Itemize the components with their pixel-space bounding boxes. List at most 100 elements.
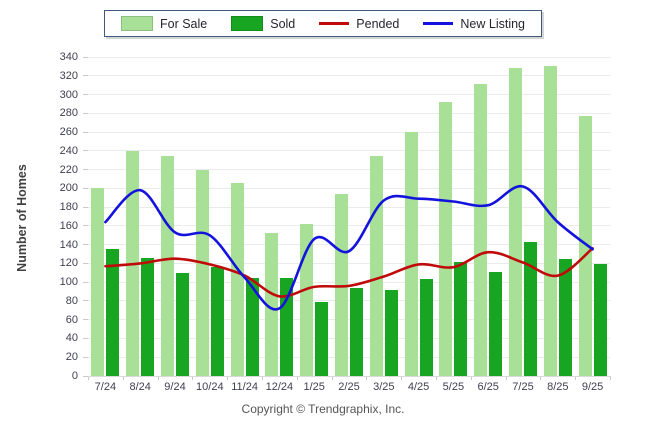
- x-axis-tick-label: 8/25: [547, 381, 569, 393]
- sold-bar-9-25: [593, 264, 607, 376]
- y-axis-tick-label: 80: [65, 294, 78, 307]
- sold-bar-7-25: [524, 241, 537, 376]
- pended-line: [104, 247, 594, 298]
- x-axis-tick: [157, 376, 159, 380]
- y-axis-tick: [83, 94, 88, 96]
- y-axis-tick-label: 260: [59, 126, 78, 139]
- y-axis-tick: [83, 131, 88, 133]
- x-axis-tick-label: 5/25: [442, 381, 465, 393]
- y-axis-tick-label: 60: [65, 313, 78, 326]
- x-axis-tick-label: 12/24: [265, 381, 294, 393]
- x-axis-tick: [505, 376, 507, 380]
- gridline: [88, 262, 610, 264]
- for-sale-bar-2-25: [335, 193, 348, 376]
- gridline: [88, 75, 610, 77]
- gridline: [88, 94, 610, 96]
- legend-item-pended: Pended: [319, 17, 399, 31]
- for-sale-bar-9-24: [161, 156, 174, 376]
- x-axis-tick: [610, 376, 611, 380]
- y-axis-tick-label: 40: [65, 332, 78, 345]
- y-axis-tick: [83, 281, 88, 283]
- y-axis-tick: [83, 300, 88, 302]
- x-axis-tick: [401, 376, 403, 380]
- sold-bar-7-24: [106, 249, 120, 376]
- y-axis-tick-label: 160: [59, 219, 78, 232]
- gridline: [88, 337, 610, 339]
- sold-bar-9-24: [176, 272, 189, 376]
- sold-bar-11-24: [245, 278, 259, 376]
- gridline: [88, 187, 610, 189]
- x-axis-tick-label: 2/25: [338, 381, 360, 393]
- x-axis-tick-label: 7/24: [94, 381, 117, 393]
- for-sale-bar-6-25: [474, 84, 488, 376]
- for-sale-bar-7-24: [91, 188, 105, 376]
- x-axis-tick-label: 9/24: [164, 381, 186, 393]
- x-axis-tick-label: 3/25: [373, 381, 395, 393]
- gridline: [88, 206, 610, 208]
- x-axis-tick: [331, 376, 333, 380]
- y-axis-tick-label: 300: [59, 88, 78, 101]
- gridline: [88, 169, 610, 171]
- y-axis-tick-label: 280: [59, 107, 78, 120]
- for-sale-bar-7-25: [509, 68, 522, 376]
- y-axis-tick: [83, 206, 88, 208]
- x-axis-tick: [192, 376, 194, 380]
- legend: For Sale Sold Pended New Listing: [103, 10, 543, 37]
- sold-bar-5-25: [454, 262, 468, 376]
- for-sale-bar-1-25: [300, 224, 314, 376]
- y-axis-tick-label: 140: [59, 238, 78, 251]
- legend-label-new-listing: New Listing: [460, 16, 526, 31]
- y-axis-tick: [83, 262, 88, 264]
- x-axis-tick-label: 1/25: [303, 381, 325, 393]
- gridline: [88, 112, 610, 114]
- x-axis-tick-label: 11/24: [231, 381, 258, 393]
- x-axis-tick: [296, 376, 298, 380]
- new-listing-line: [104, 185, 594, 311]
- x-axis-tick: [227, 376, 229, 380]
- legend-item-for-sale: For Sale: [120, 16, 208, 31]
- sold-bar-6-25: [489, 271, 503, 376]
- sold-bar-8-24: [141, 257, 155, 376]
- y-axis-tick: [83, 112, 88, 114]
- for-sale-bar-10-24: [195, 169, 209, 376]
- y-axis-tick: [83, 337, 88, 339]
- x-axis-tick-label: 10/24: [196, 381, 224, 393]
- gridline: [88, 319, 610, 321]
- new-listing-line-swatch: [423, 22, 454, 25]
- for-sale-bar-12-24: [265, 233, 279, 376]
- gridline: [88, 131, 610, 133]
- y-axis-tick-label: 220: [59, 163, 78, 176]
- x-axis-tick-label: 4/25: [407, 381, 430, 393]
- y-axis-tick: [83, 75, 88, 77]
- footer-copyright: Copyright © Trendgraphix, Inc.: [241, 402, 405, 416]
- gridline: [88, 281, 610, 283]
- legend-label-sold: Sold: [270, 16, 296, 31]
- x-axis-tick: [366, 376, 368, 380]
- gridline: [88, 300, 610, 302]
- y-axis-tick-label: 180: [59, 201, 78, 214]
- y-axis-tick-label: 100: [59, 276, 78, 289]
- x-axis-tick: [436, 376, 437, 380]
- for-sale-bar-11-24: [230, 182, 244, 376]
- y-axis-tick: [83, 150, 88, 152]
- sold-bar-1-25: [315, 301, 329, 376]
- y-axis-tick-label: 0: [71, 370, 78, 382]
- y-axis-tick: [83, 319, 88, 321]
- for-sale-bar-9-25: [578, 116, 592, 376]
- sold-bar-8-25: [558, 258, 572, 376]
- sold-bar-4-25: [419, 279, 433, 376]
- gridline: [88, 150, 610, 152]
- for-sale-bar-4-25: [404, 132, 418, 376]
- y-axis-tick-label: 320: [59, 69, 78, 82]
- sold-bar-3-25: [384, 289, 398, 376]
- sold-bar-10-24: [210, 267, 224, 376]
- y-axis-tick-label: 240: [59, 144, 78, 157]
- sold-swatch: [231, 16, 264, 31]
- y-axis-tick: [83, 169, 88, 171]
- gridline: [88, 244, 610, 246]
- legend-label-pended: Pended: [356, 16, 400, 31]
- x-axis-tick: [540, 376, 542, 380]
- legend-label-for-sale: For Sale: [159, 16, 208, 31]
- y-axis-tick: [83, 56, 88, 58]
- y-axis-tick-label: 120: [59, 257, 78, 270]
